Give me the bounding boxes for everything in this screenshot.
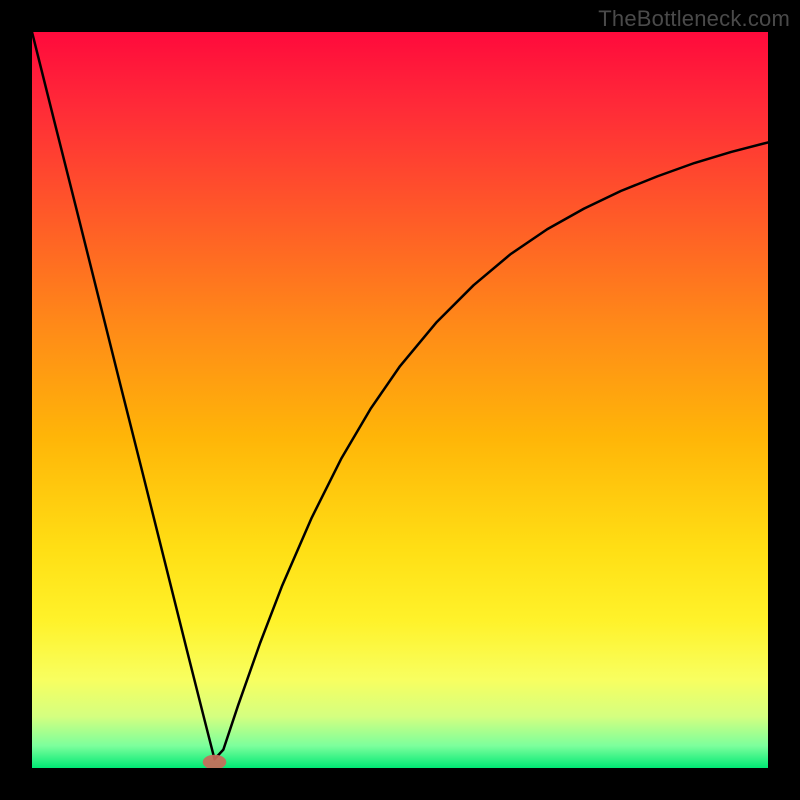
plot-svg [32,32,768,768]
plot-area [32,32,768,768]
chart-frame: TheBottleneck.com [0,0,800,800]
watermark-text: TheBottleneck.com [598,6,790,32]
gradient-background [32,32,768,768]
